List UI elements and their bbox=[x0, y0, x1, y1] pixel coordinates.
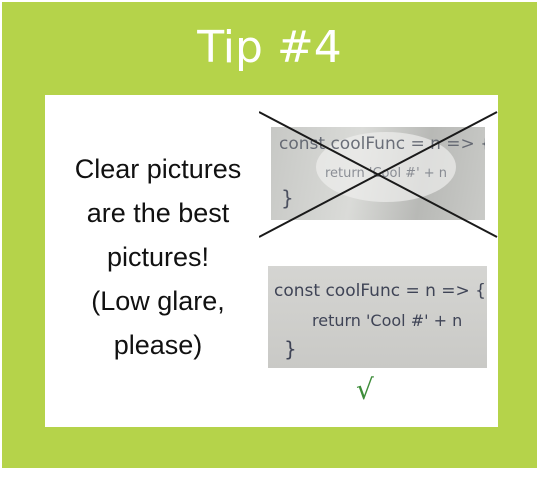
glare-photo: const coolFunc = n => { return 'Cool #' … bbox=[271, 127, 485, 220]
glare-code-line-2: return 'Cool #' + n bbox=[325, 166, 447, 181]
tip-caption: Clear pictures are the best pictures! (L… bbox=[53, 147, 263, 367]
check-mark-icon: √ bbox=[356, 373, 374, 406]
caption-line-5: please) bbox=[113, 330, 203, 360]
bottom-margin bbox=[0, 468, 539, 481]
clear-photo-writing: const coolFunc = n => { return 'Cool #' … bbox=[274, 281, 486, 361]
tip-title: Tip #4 bbox=[197, 22, 342, 73]
caption-line-3: pictures! bbox=[106, 242, 210, 272]
caption-line-1: Clear pictures bbox=[74, 154, 242, 184]
glare-code-line-3: } bbox=[281, 186, 294, 210]
caption-line-4: (Low glare, bbox=[91, 286, 225, 316]
caption-line-2: are the best bbox=[86, 198, 230, 228]
clear-code-line-3: } bbox=[284, 337, 297, 361]
clear-code-line-1: const coolFunc = n => { bbox=[274, 281, 486, 301]
tip-card: Clear pictures are the best pictures! (L… bbox=[45, 95, 498, 427]
clear-photo: const coolFunc = n => { return 'Cool #' … bbox=[268, 266, 487, 368]
clear-code-line-2: return 'Cool #' + n bbox=[312, 311, 462, 330]
cross-out-icon bbox=[259, 111, 498, 238]
